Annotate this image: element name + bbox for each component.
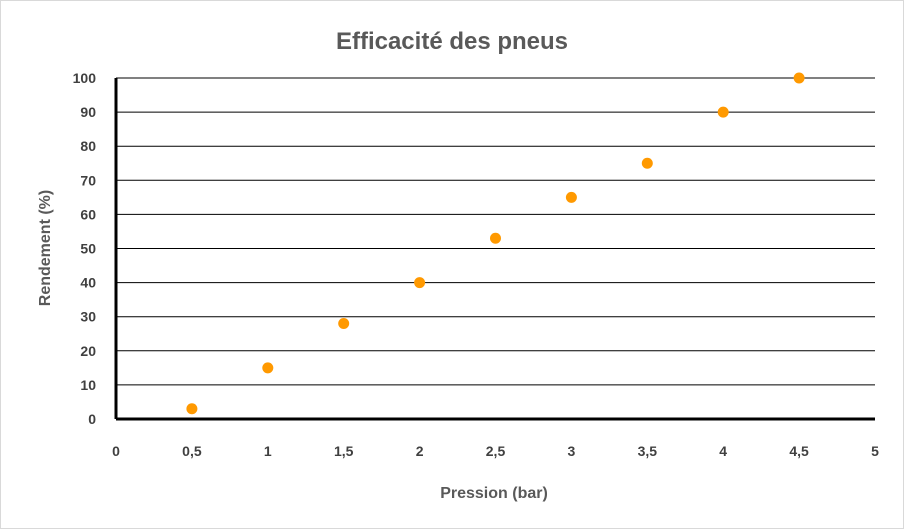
x-tick-label: 1 <box>264 443 272 459</box>
x-axis-title: Pression (bar) <box>440 485 548 502</box>
x-tick-label: 3,5 <box>638 443 658 459</box>
y-tick-label: 50 <box>80 241 96 257</box>
data-point <box>186 403 198 415</box>
data-point <box>793 72 805 84</box>
x-tick-label: 4 <box>719 443 727 459</box>
y-tick-label: 40 <box>80 275 96 291</box>
y-tick-label: 90 <box>80 104 96 120</box>
x-tick-label: 4,5 <box>789 443 809 459</box>
data-point <box>641 157 653 169</box>
tick-labels: 0 10 20 30 40 50 60 70 80 90 100 0 0,5 1 1,5 2 2,5 3 3,5 4 4… <box>73 70 879 459</box>
axes <box>114 78 875 421</box>
x-tick-label: 5 <box>871 443 879 459</box>
data-point <box>414 277 426 289</box>
data-point <box>262 362 274 374</box>
data-point <box>565 191 577 203</box>
x-tick-label: 2,5 <box>486 443 506 459</box>
data-points <box>186 72 805 415</box>
data-point <box>490 232 501 244</box>
y-tick-label: 60 <box>80 206 96 222</box>
y-axis-title: Rendement (%) <box>37 190 54 306</box>
x-tick-label: 1,5 <box>334 443 354 459</box>
y-tick-label: 0 <box>88 411 96 427</box>
y-tick-label: 100 <box>73 70 97 86</box>
chart-title: Efficacité des pneus <box>336 28 568 55</box>
y-tick-label: 10 <box>80 377 96 393</box>
gridlines <box>116 77 875 386</box>
y-tick-label: 20 <box>80 343 96 359</box>
data-point <box>338 318 350 330</box>
y-tick-label: 70 <box>80 172 96 188</box>
x-tick-label: 0 <box>112 443 120 459</box>
x-tick-label: 2 <box>416 443 424 459</box>
data-point <box>717 106 729 118</box>
x-tick-label: 3 <box>568 443 576 459</box>
y-tick-label: 30 <box>80 309 96 325</box>
y-tick-label: 80 <box>80 138 96 154</box>
x-tick-label: 0,5 <box>182 443 202 459</box>
